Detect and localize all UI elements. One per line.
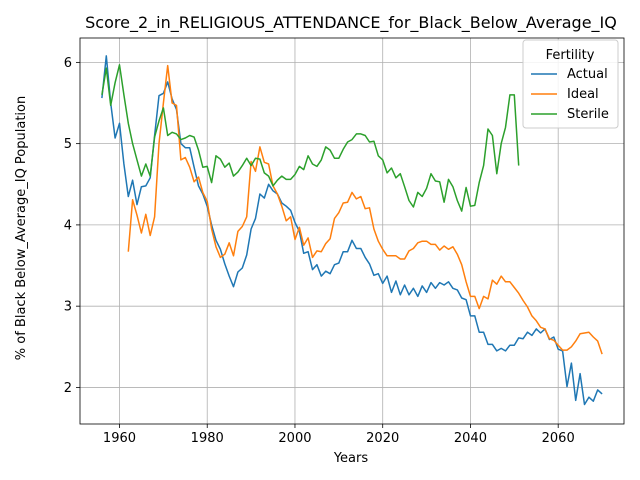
legend-label-sterile: Sterile [567, 107, 609, 122]
chart-title: Score_2_in_RELIGIOUS_ATTENDANCE_for_Blac… [85, 13, 617, 33]
series-line-actual [101, 55, 603, 406]
series-lines [101, 55, 603, 406]
x-tick-label: 2060 [542, 431, 575, 446]
plot-frame [79, 37, 625, 425]
y-tick-label: 2 [64, 381, 72, 396]
y-tick-label: 5 [64, 137, 72, 152]
legend-title: Fertility [546, 48, 595, 63]
x-tick-label: 2020 [366, 431, 399, 446]
x-axis-ticks: 1960 1980 2000 2020 2040 2060 [103, 424, 575, 446]
series-line-ideal [127, 64, 603, 355]
legend-items: Actual Ideal Sterile [531, 67, 609, 122]
x-axis-label: Years [333, 451, 369, 466]
x-tick-label: 1960 [103, 431, 136, 446]
legend-label-actual: Actual [567, 67, 608, 82]
y-tick-label: 6 [64, 56, 72, 71]
legend-label-ideal: Ideal [567, 87, 599, 102]
y-axis-ticks: 2 3 4 5 6 [64, 56, 80, 396]
series-line-sterile [101, 64, 520, 212]
x-tick-label: 2000 [278, 431, 311, 446]
legend-box [522, 39, 619, 129]
y-axis-label: % of Black Below_Average_IQ Population [14, 96, 29, 360]
x-tick-label: 2040 [454, 431, 487, 446]
legend: Fertility Actual Ideal Sterile [522, 39, 619, 129]
y-tick-label: 4 [64, 218, 72, 233]
x-tick-label: 1980 [191, 431, 224, 446]
y-tick-label: 3 [64, 300, 72, 315]
